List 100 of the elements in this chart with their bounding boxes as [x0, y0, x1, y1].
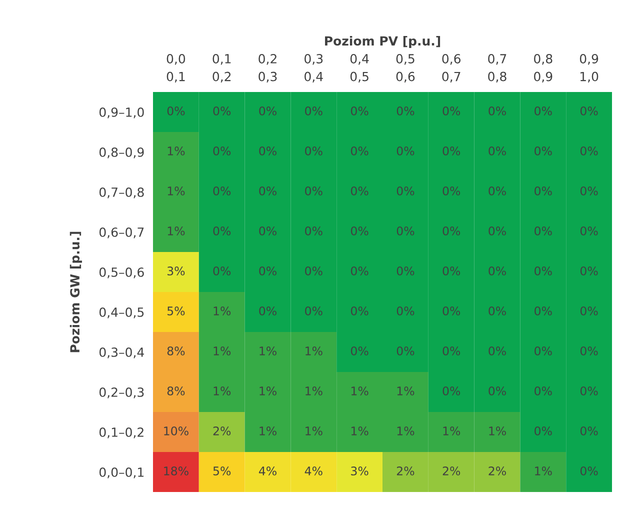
data-label: 1%	[260, 426, 276, 436]
x-tick-label: 0,0 0,1	[166, 54, 186, 83]
data-label: 0%	[350, 266, 368, 276]
data-label: 0%	[580, 266, 598, 276]
data-label: 0%	[488, 266, 506, 276]
data-label: 0%	[534, 306, 552, 316]
data-label: 4%	[304, 466, 322, 476]
x-tick-label: 0,1 0,2	[212, 54, 231, 83]
data-label: 5%	[167, 306, 185, 316]
data-label: 1%	[351, 386, 368, 396]
data-label: 0%	[350, 106, 368, 116]
data-label: 0%	[488, 386, 506, 396]
x-tick-label: 0,8 0,9	[534, 54, 552, 83]
data-label: 0%	[534, 426, 552, 436]
data-label: 0%	[442, 106, 460, 116]
y-tick-label: 0,2–0,3	[99, 387, 144, 398]
y-tick-label: 0,7–0,8	[99, 187, 144, 198]
data-label: 0%	[580, 386, 598, 396]
y-tick-label: 0,0–0,1	[99, 467, 144, 478]
data-label: 2%	[213, 426, 231, 436]
data-label: 0%	[350, 186, 368, 196]
data-label: 2%	[488, 466, 506, 476]
data-label: 0%	[305, 146, 322, 156]
data-label: 2%	[442, 466, 460, 476]
data-label: 0%	[350, 306, 368, 316]
data-label: 0%	[534, 386, 552, 396]
data-label: 0%	[396, 266, 414, 276]
y-tick-label: 0,8–0,9	[99, 147, 144, 158]
data-label: 0%	[534, 146, 552, 156]
data-label: 0%	[580, 346, 598, 356]
data-label: 0%	[442, 306, 460, 316]
data-label: 0%	[488, 226, 506, 236]
data-label: 1%	[397, 386, 414, 396]
data-label: 0%	[396, 306, 414, 316]
data-label: 0%	[488, 146, 506, 156]
data-label: 1%	[351, 426, 368, 436]
data-label: 1%	[168, 226, 185, 236]
data-label: 1%	[260, 346, 276, 356]
data-label: 1%	[489, 426, 506, 436]
data-label: 0%	[305, 266, 322, 276]
data-label: 1%	[443, 426, 460, 436]
data-label: 0%	[396, 106, 414, 116]
data-label: 1%	[306, 426, 322, 436]
data-label: 0%	[580, 146, 598, 156]
data-label: 0%	[213, 266, 231, 276]
data-label: 0%	[534, 186, 552, 196]
data-label: 1%	[306, 386, 322, 396]
data-label: 10%	[164, 426, 188, 436]
data-label: 0%	[442, 386, 460, 396]
y-tick-label: 0,4–0,5	[99, 307, 144, 318]
data-label: 0%	[580, 466, 598, 476]
data-label: 0%	[580, 426, 598, 436]
data-label: 0%	[259, 266, 276, 276]
data-label: 0%	[396, 186, 414, 196]
data-label: 0%	[442, 346, 460, 356]
y-axis-title: Poziom GW [p.u.]	[70, 232, 82, 352]
data-label: 0%	[259, 146, 276, 156]
data-label: 0%	[259, 106, 276, 116]
data-label: 0%	[350, 346, 368, 356]
data-label: 0%	[259, 306, 276, 316]
x-tick-label: 0,4 0,5	[350, 54, 369, 83]
data-label: 0%	[442, 146, 460, 156]
y-tick-label: 0,3–0,4	[99, 347, 144, 358]
data-label: 1%	[214, 306, 231, 316]
data-label: 0%	[396, 146, 414, 156]
data-label: 0%	[580, 106, 598, 116]
data-label: 0%	[442, 186, 460, 196]
data-label: 3%	[167, 266, 185, 276]
data-label: 1%	[214, 386, 231, 396]
data-label: 1%	[168, 146, 185, 156]
data-label: 0%	[488, 106, 506, 116]
data-label: 1%	[168, 186, 185, 196]
data-label: 0%	[305, 226, 322, 236]
data-label: 0%	[534, 346, 552, 356]
data-label: 0%	[488, 346, 506, 356]
x-tick-label: 0,6 0,7	[442, 54, 461, 83]
x-tick-label: 0,7 0,8	[488, 54, 506, 83]
x-axis-title: Poziom PV [p.u.]	[325, 36, 440, 48]
data-label: 0%	[442, 226, 460, 236]
data-label: 0%	[534, 106, 552, 116]
data-label: 0%	[305, 106, 322, 116]
data-label: 0%	[396, 346, 414, 356]
y-tick-label: 0,5–0,6	[99, 267, 144, 278]
data-label: 0%	[213, 226, 231, 236]
y-tick-label: 0,1–0,2	[99, 427, 144, 438]
data-label: 0%	[259, 226, 276, 236]
data-label: 8%	[167, 346, 185, 356]
data-label: 0%	[305, 306, 322, 316]
data-label: 0%	[488, 306, 506, 316]
data-label: 0%	[534, 226, 552, 236]
data-label: 18%	[164, 466, 188, 476]
data-label: 0%	[580, 186, 598, 196]
data-label: 0%	[213, 146, 231, 156]
data-label: 0%	[396, 226, 414, 236]
data-label: 0%	[580, 226, 598, 236]
data-label: 0%	[213, 106, 231, 116]
y-tick-label: 0,6–0,7	[99, 227, 144, 238]
data-label: 0%	[488, 186, 506, 196]
data-label: 0%	[213, 186, 231, 196]
data-label: 8%	[167, 386, 185, 396]
